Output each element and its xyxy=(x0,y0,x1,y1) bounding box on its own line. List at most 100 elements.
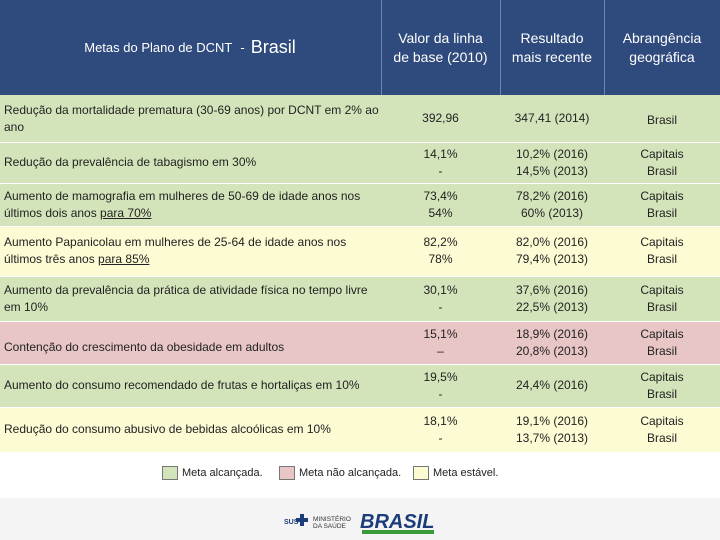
result-value-2: 20,8% (2013) xyxy=(515,343,589,358)
legend-swatch-not-achieved xyxy=(279,466,295,480)
baseline-cell: 30,1% - xyxy=(381,276,500,321)
goal-cell: Aumento Papanicolau em mulheres de 25-64… xyxy=(4,226,382,276)
table-header: Metas do Plano de DCNT - Brasil Valor da… xyxy=(0,0,720,95)
header-baseline-line2: de base (2010) xyxy=(393,48,488,65)
goal-cell: Redução do consumo abusivo de bebidas al… xyxy=(4,422,331,436)
header-scope-line2: geográfica xyxy=(629,48,695,65)
baseline-cell: 14,1% - xyxy=(381,142,500,183)
baseline-value-2: 78% xyxy=(428,252,453,266)
baseline-value-2: – xyxy=(437,343,444,358)
scope-value: Capitais xyxy=(640,188,684,203)
baseline-value: 19,5% xyxy=(423,369,458,384)
header-baseline-line1: Valor da linha xyxy=(398,29,483,46)
result-cell: 78,2% (2016) 60% (2013) xyxy=(500,183,604,226)
scope-value: Capitais xyxy=(640,235,684,249)
baseline-value: 14,1% xyxy=(423,146,458,161)
header-result-line1: Resultado xyxy=(520,29,584,46)
scope-value-2: Brasil xyxy=(646,386,677,401)
table-row: Aumento de mamografia em mulheres de 50-… xyxy=(0,183,720,226)
scope-cell: Capitais Brasil xyxy=(604,276,720,321)
scope-value-2: Brasil xyxy=(646,343,677,358)
scope-value-2: Brasil xyxy=(646,299,677,314)
scope-value: Capitais xyxy=(640,413,684,428)
result-cell: 19,1% (2016) 13,7% (2013) xyxy=(500,407,604,452)
result-value: 78,2% (2016) xyxy=(515,188,589,203)
goal-cell: Contenção do crescimento da obesidade em… xyxy=(4,340,285,354)
ministry-logo: MINISTÉRIO DA SAÚDE xyxy=(313,516,351,530)
baseline-cell: 392,96 xyxy=(381,95,500,142)
legend-swatch-achieved xyxy=(162,466,178,480)
ministry-line2: DA SAÚDE xyxy=(313,523,346,530)
footer xyxy=(0,498,720,540)
result-cell: 18,9% (2016) 20,8% (2013) xyxy=(500,321,604,364)
ministry-line1: MINISTÉRIO xyxy=(313,516,351,523)
row-divider xyxy=(0,276,720,277)
scope-value-2: Brasil xyxy=(646,252,677,266)
row-divider xyxy=(0,142,720,143)
goal-target: para 70% xyxy=(100,205,152,220)
result-value-2: 14,5% (2013) xyxy=(515,163,589,178)
goal-text: Aumento Papanicolau em mulheres de 25-64… xyxy=(4,235,347,266)
row-divider xyxy=(0,407,720,408)
header-divider xyxy=(381,0,382,95)
brasil-logo: BRASIL xyxy=(360,511,435,533)
baseline-value-2: - xyxy=(438,299,443,314)
result-value: 37,6% (2016) xyxy=(515,282,589,297)
header-baseline: Valor da linha de base (2010) xyxy=(381,0,500,95)
baseline-value: 18,1% xyxy=(423,413,458,428)
title-country: Brasil xyxy=(250,37,296,57)
result-value-2: 79,4% (2013) xyxy=(515,252,589,266)
baseline-value: 82,2% xyxy=(423,235,458,249)
scope-cell: Capitais Brasil xyxy=(604,226,720,276)
baseline-value-2: - xyxy=(438,163,443,178)
scope-cell: Capitais Brasil xyxy=(604,142,720,183)
result-value: 347,41 (2014) xyxy=(514,111,590,125)
table-row: Aumento Papanicolau em mulheres de 25-64… xyxy=(0,226,720,276)
scope-cell: Capitais Brasil xyxy=(604,321,720,364)
table-title: Metas do Plano de DCNT - Brasil xyxy=(0,0,380,95)
scope-value-2: Brasil xyxy=(646,163,677,178)
cross-icon xyxy=(296,514,308,526)
header-result-line2: mais recente xyxy=(511,48,593,65)
result-value-2: 22,5% (2013) xyxy=(515,299,589,314)
scope-value: Brasil xyxy=(646,113,677,127)
scope-value: Capitais xyxy=(640,326,684,341)
legend-achieved: Meta alcançada. xyxy=(162,466,263,480)
header-scope: Abrangência geográfica xyxy=(604,0,720,95)
legend-stable-label: Meta estável. xyxy=(433,467,499,479)
baseline-value: 392,96 xyxy=(422,111,459,125)
baseline-cell: 15,1% – xyxy=(381,321,500,364)
table-row: Redução do consumo abusivo de bebidas al… xyxy=(0,407,720,452)
brasil-logo-stripe xyxy=(362,530,434,534)
scope-value: Capitais xyxy=(640,282,684,297)
sus-logo: SUS xyxy=(284,519,299,526)
baseline-value-2: 54% xyxy=(428,205,453,220)
goal-cell: Aumento de mamografia em mulheres de 50-… xyxy=(4,183,382,226)
baseline-value: 73,4% xyxy=(423,188,458,203)
scope-cell: Capitais Brasil xyxy=(604,183,720,226)
result-value-2: 60% (2013) xyxy=(520,205,584,220)
scope-value: Capitais xyxy=(640,146,684,161)
scope-cell: Capitais Brasil xyxy=(604,407,720,452)
baseline-cell: 82,2% 78% xyxy=(381,226,500,276)
row-divider xyxy=(0,321,720,322)
legend-not-achieved-label: Meta não alcançada. xyxy=(299,467,402,479)
baseline-value-2: - xyxy=(438,430,443,445)
legend-achieved-label: Meta alcançada. xyxy=(182,467,263,479)
baseline-value-2: - xyxy=(438,386,443,401)
title-text: Metas do Plano de DCNT xyxy=(84,40,233,55)
result-value: 18,9% (2016) xyxy=(515,326,589,341)
result-cell: 10,2% (2016) 14,5% (2013) xyxy=(500,142,604,183)
legend-not-achieved: Meta não alcançada. xyxy=(279,466,401,480)
header-divider xyxy=(500,0,501,95)
legend-swatch-stable xyxy=(413,466,429,480)
goal-text: Aumento de mamografia em mulheres de 50-… xyxy=(4,188,361,220)
table-row: Aumento do consumo recomendado de frutas… xyxy=(0,364,720,407)
baseline-value: 15,1% xyxy=(423,326,458,341)
result-cell: 24,4% (2016) xyxy=(500,364,604,407)
legend: Meta alcançada. Meta não alcançada. Meta… xyxy=(0,466,720,482)
scope-cell: Capitais Brasil xyxy=(604,364,720,407)
result-value: 19,1% (2016) xyxy=(515,413,589,428)
scope-value-2: Brasil xyxy=(646,430,677,445)
row-divider xyxy=(0,183,720,184)
